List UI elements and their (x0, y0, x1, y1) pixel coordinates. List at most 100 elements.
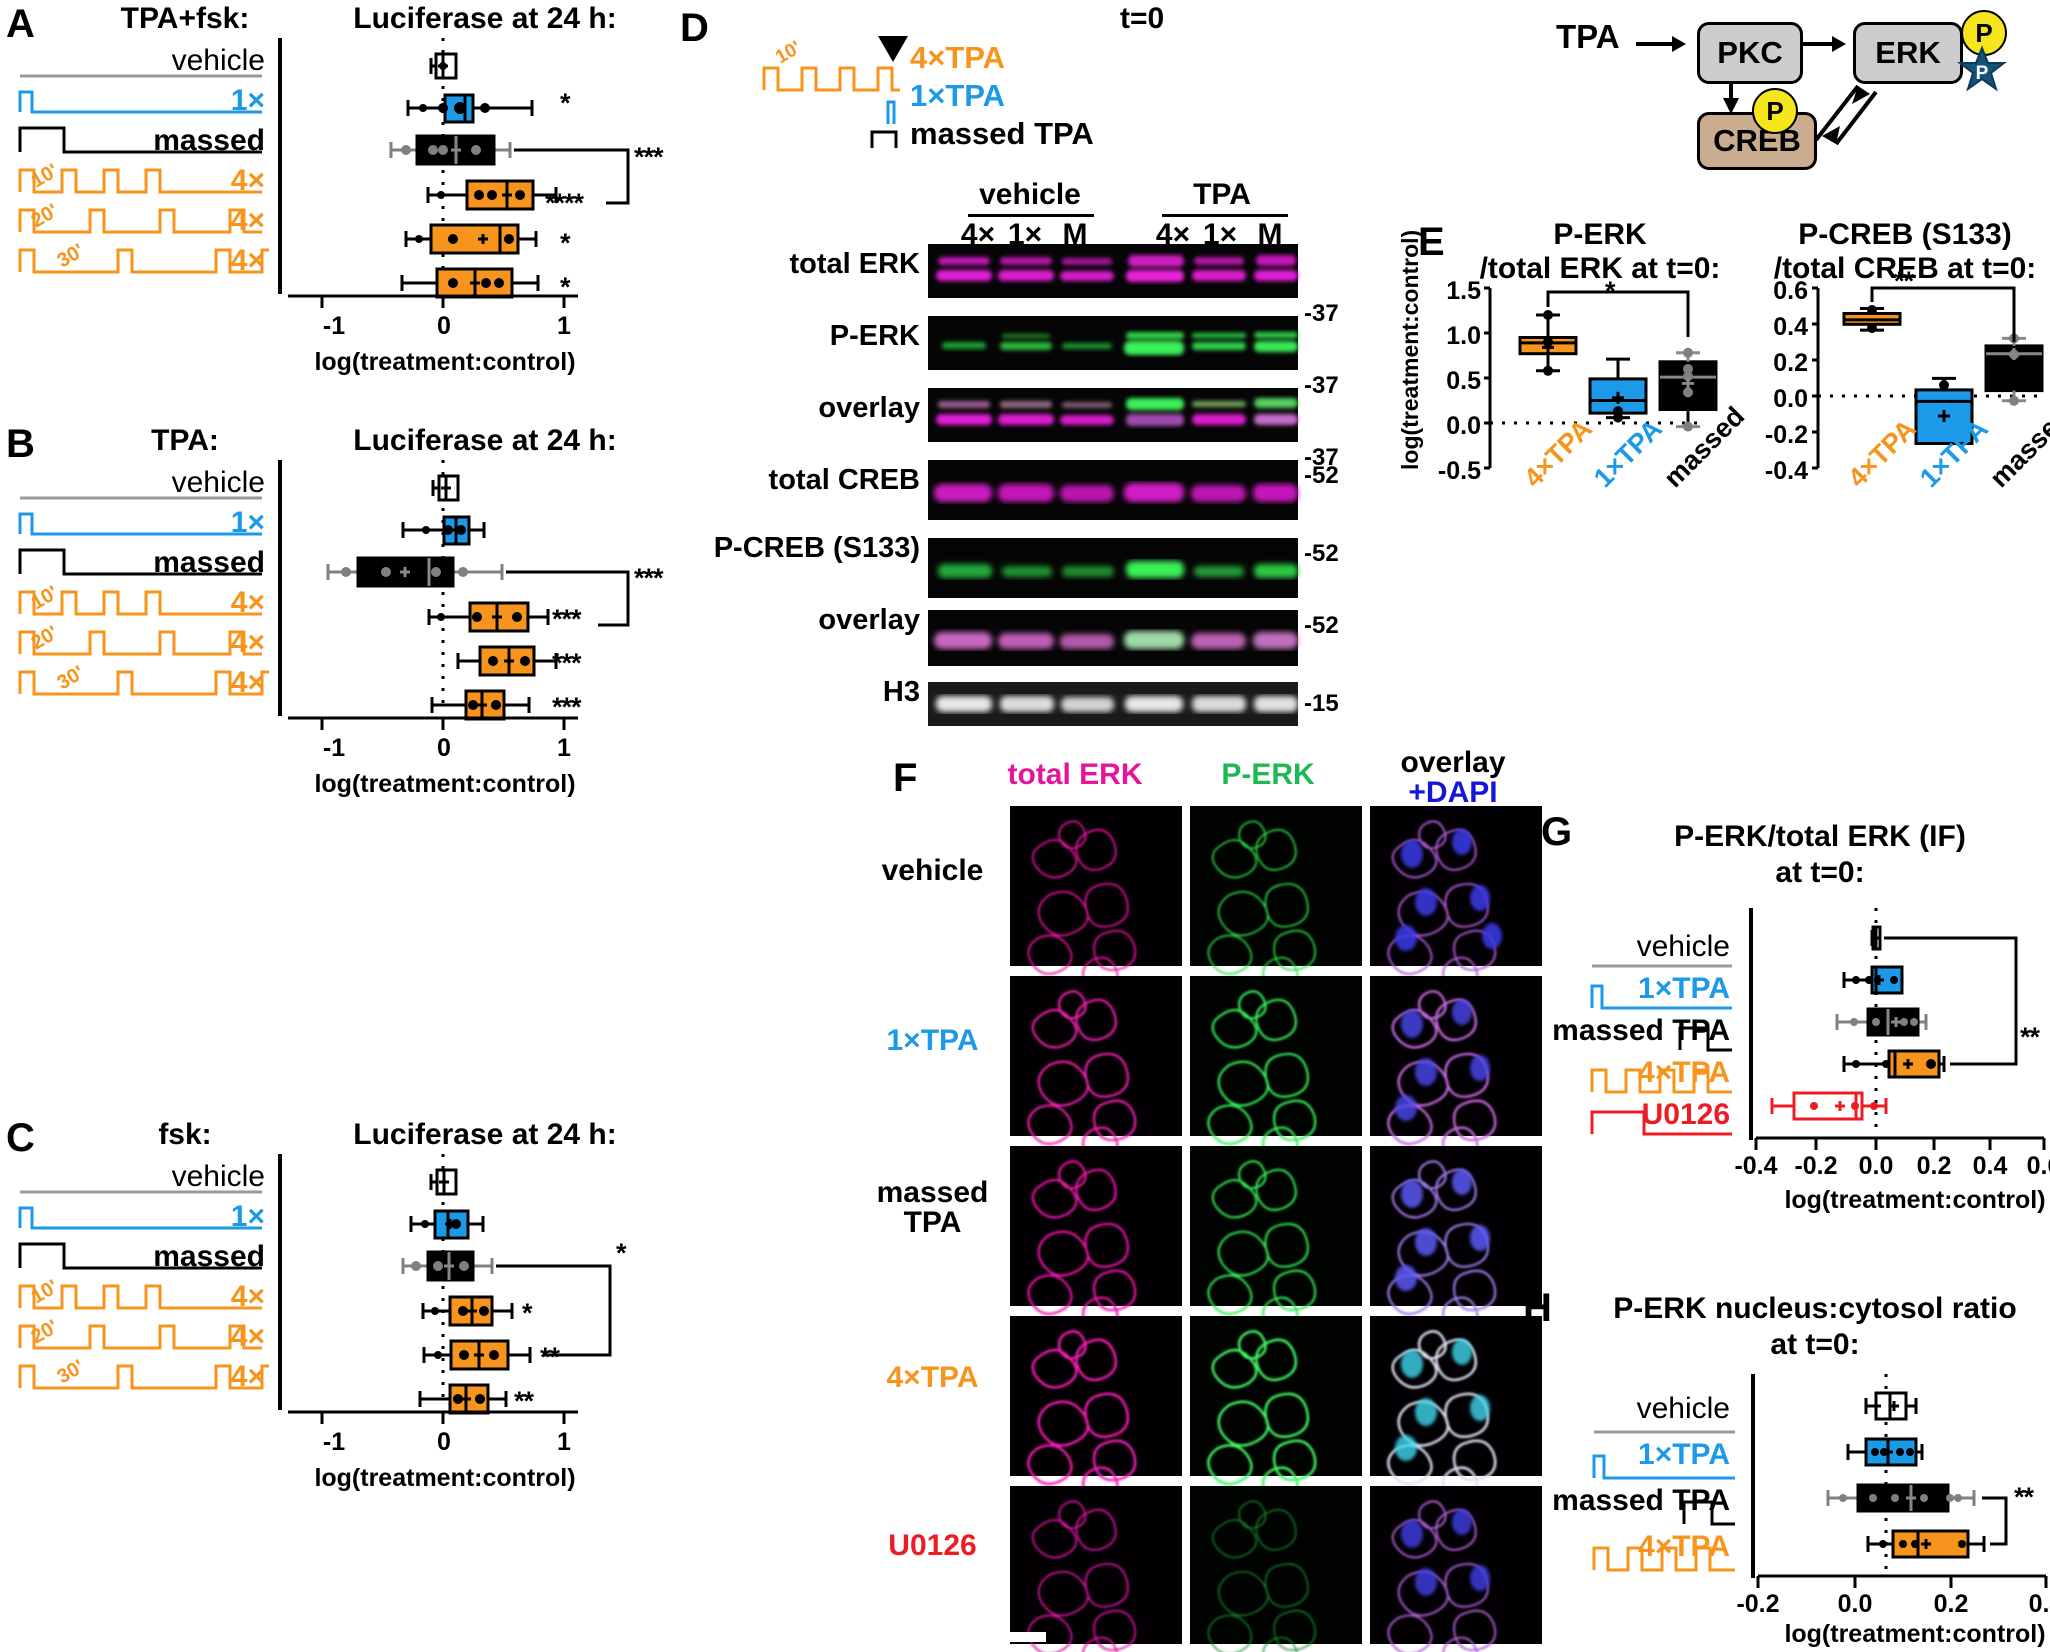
panel-b-xtick-0: -1 (322, 734, 346, 762)
panel-c-stimulus-traces: 10' 20' 30' (18, 1190, 269, 1390)
panel-g-row-label-1: 1×TPA (1638, 972, 1730, 1005)
panel-g-sig: ** (2020, 1022, 2040, 1052)
panel-f-col-header-2: overlay (1400, 746, 1506, 779)
panel-c-scheme-title: fsk: (158, 1118, 212, 1151)
panel-h-xaxis-label: log(treatment:control) (1784, 1620, 2046, 1648)
panel-f-row-label-1: 1×TPA (886, 1024, 979, 1057)
panel-b-stimulus-traces: 10' 20' 30' (18, 496, 269, 696)
panel-h-row-label-1: 1×TPA (1638, 1438, 1730, 1471)
panel-d-mw-1: -37 (1304, 372, 1339, 399)
panel-a-sig-3: **** (545, 188, 584, 218)
panel-h-sig: ** (2014, 1482, 2034, 1512)
panel-h-row-label-0: vehicle (1636, 1392, 1730, 1425)
panel-g-stimulus-traces (1590, 964, 1732, 1136)
panel-c-sig-3: * (522, 1298, 532, 1328)
panel-a-xtick-0: -1 (322, 312, 346, 340)
panel-f-row-label-3: 4×TPA (886, 1361, 979, 1394)
panel-d-legend-0: 4×TPA (910, 40, 1005, 76)
panel-c-xtick-0: -1 (322, 1428, 346, 1456)
panel-c-xaxis (288, 1410, 578, 1424)
panel-d-mw-4: -52 (1304, 540, 1339, 567)
panel-h-xtick-0: -0.2 (1736, 1590, 1780, 1618)
panel-a-sig-1: * (560, 88, 570, 118)
panel-d-letter: D (680, 6, 709, 50)
panel-d-blot-label-2: overlay (818, 392, 920, 424)
panel-g-row-label-4: U0126 (1641, 1098, 1730, 1131)
panel-d-blots (928, 244, 1298, 726)
panel-d-legend-2: massed TPA (910, 116, 1094, 152)
phospho-badge-erk: P (1961, 10, 2007, 56)
panel-d-group-header-0: vehicle (979, 178, 1081, 211)
panel-e-chart2-title-line2: /total CREB at t=0: (1773, 252, 2037, 285)
panel-d-mw-5: -52 (1304, 612, 1339, 639)
panel-a-sig-5: * (560, 272, 570, 302)
panel-b-chart-title: Luciferase at 24 h: (353, 424, 617, 457)
panel-a-xaxis (288, 294, 578, 308)
panel-g-row-label-0: vehicle (1636, 930, 1730, 963)
panel-g-xtick-5: 0.6 (2026, 1152, 2050, 1180)
phospho-star-icon: P (1957, 45, 2007, 92)
panel-f-row-label-4: U0126 (888, 1529, 977, 1562)
panel-g-xaxis (1754, 1136, 2046, 1150)
panel-d-mw-6: -15 (1304, 690, 1339, 717)
panel-f-row-label-0: vehicle (881, 854, 984, 887)
panel-a-xaxis-label: log(treatment:control) (314, 348, 576, 376)
panel-a-scheme-title: TPA+fsk: (120, 2, 250, 35)
panel-g-title-line2: at t=0: (1775, 856, 1865, 889)
panel-d-mw-2: -37 (1304, 444, 1339, 471)
panel-c-chart-title: Luciferase at 24 h: (353, 1118, 617, 1151)
svg-text:10': 10' (772, 37, 805, 68)
panel-b-row-label-0: vehicle (171, 466, 265, 499)
panel-a-letter: A (6, 2, 35, 46)
pathway-node-pkc: PKC (1697, 22, 1803, 84)
panel-a-chart-title: Luciferase at 24 h: (353, 2, 617, 35)
panel-e1-sig: * (1605, 276, 1615, 306)
panel-a-divider (278, 38, 282, 294)
panel-c-letter: C (6, 1116, 35, 1160)
panel-c-row-label-0: vehicle (171, 1160, 265, 1193)
panel-d-legend-traces: 10' (762, 36, 908, 148)
panel-e2-sig: ** (1894, 266, 1914, 296)
panel-e1-ytick-4: 1.5 (1446, 277, 1481, 305)
panel-h-letter: H (1523, 1286, 1552, 1330)
panel-e2-ytick-1: -0.2 (1764, 421, 1808, 449)
panel-e2-ytick-2: 0.0 (1773, 385, 1808, 413)
panel-h-xaxis (1756, 1574, 2048, 1588)
panel-d-blot-label-0: total ERK (789, 248, 921, 280)
panel-g-letter: G (1541, 810, 1573, 854)
panel-e2-ytick-5: 0.6 (1773, 277, 1808, 305)
panel-e-chart1-title-line1: P-ERK (1553, 218, 1647, 251)
panel-h-divider (1751, 1374, 1755, 1578)
scale-bar (1010, 1632, 1046, 1642)
panel-e-chart1-title-line2: /total ERK at t=0: (1479, 252, 1721, 285)
panel-d-legend-1: 1×TPA (910, 78, 1005, 114)
panel-e1-ytick-0: -0.5 (1437, 457, 1481, 485)
panel-b-divider (278, 460, 282, 716)
panel-g-row-label-2: massed TPA (1552, 1014, 1730, 1047)
panel-f-col-header-0: total ERK (1007, 758, 1143, 791)
panel-a-boxplot (389, 38, 630, 299)
panel-b-sig-3: *** (552, 604, 582, 634)
panel-b-xtick-2: 1 (557, 734, 571, 762)
panel-b-boxplot (326, 460, 630, 721)
svg-text:30': 30' (54, 662, 88, 695)
panel-g-boxplot (1770, 908, 2018, 1128)
panel-e-chart2-title-line1: P-CREB (S133) (1798, 218, 2012, 251)
panel-h-boxplot (1826, 1374, 2008, 1570)
panel-d-legend-label-2: massed TPA (910, 116, 1094, 151)
panel-d-mw-3: -52 (1304, 462, 1339, 489)
panel-d-group-rule-1 (1162, 214, 1288, 217)
panel-d-group-header-1: TPA (1193, 178, 1251, 211)
panel-b-xaxis-label: log(treatment:control) (314, 770, 576, 798)
panel-h-xtick-1: 0.0 (1837, 1590, 1873, 1618)
panel-c-divider (278, 1154, 282, 1410)
panel-e2-ytick-0: -0.4 (1764, 457, 1808, 485)
panel-g-xtick-1: -0.2 (1794, 1152, 1838, 1180)
panel-h-stimulus-traces (1592, 1430, 1735, 1572)
panel-c-bracket-sig: * (616, 1238, 626, 1268)
panel-e1-ytick-3: 1.0 (1446, 322, 1481, 350)
panel-f-col-header-1: P-ERK (1221, 758, 1315, 791)
panel-h-row-label-3: 4×TPA (1638, 1530, 1730, 1563)
panel-d-group-rule-0 (968, 214, 1094, 217)
phospho-badge-creb: P (1752, 88, 1798, 134)
